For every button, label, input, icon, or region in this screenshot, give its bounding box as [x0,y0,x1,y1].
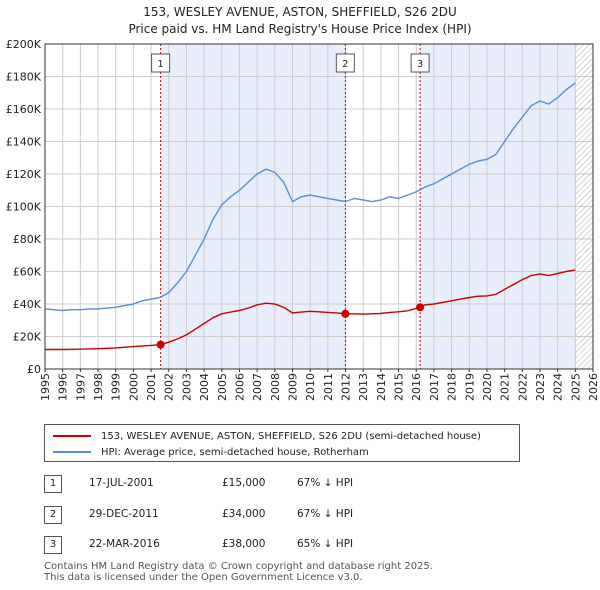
x-tick-label: 2010 [304,373,317,401]
legend-label-hpi: HPI: Average price, semi-detached house,… [101,446,369,458]
x-tick-label: 1997 [74,373,87,401]
y-tick-label: £180K [6,71,42,84]
legend-item-price: 153, WESLEY AVENUE, ASTON, SHEFFIELD, S2… [53,428,481,444]
y-tick-label: £200K [6,38,42,51]
x-tick-label: 2002 [163,373,176,401]
x-tick-label: 2014 [375,373,388,401]
series-line [45,269,576,351]
transaction-number: 2 [44,506,62,524]
transaction-hpi: 67% ↓ HPI [297,508,354,520]
x-tick-label: 2012 [340,373,353,401]
transaction-row: 1 17-JUL-2001 £15,000 67% ↓ HPI [44,475,464,493]
transaction-price: £34,000 [222,508,266,520]
y-tick-label: £140K [6,136,42,149]
sale-marker-box [151,53,171,73]
series-line [44,82,576,312]
x-tick-label: 2011 [322,373,335,401]
x-tick-label: 2023 [534,373,547,401]
sale-marker-box [410,53,430,73]
transaction-date: 29-DEC-2011 [89,508,159,520]
transaction-row: 3 22-MAR-2016 £38,000 65% ↓ HPI [44,536,464,554]
y-tick-label: £60K [13,266,42,279]
x-tick-label: 2022 [516,373,529,401]
x-tick-label: 2001 [145,373,158,401]
sale-point [156,340,165,349]
legend-swatch-price [53,435,91,437]
x-tick-label: 2007 [251,373,264,401]
x-tick-label: 2017 [428,373,441,401]
x-tick-label: 2004 [198,373,211,401]
x-tick-label: 2024 [552,373,565,401]
chart-title: 153, WESLEY AVENUE, ASTON, SHEFFIELD, S2… [143,5,457,19]
x-tick-label: 2025 [569,373,582,401]
y-tick-label: £80K [13,233,42,246]
x-tick-label: 2005 [216,373,229,401]
transaction-row: 2 29-DEC-2011 £34,000 67% ↓ HPI [44,506,464,524]
y-tick-label: £120K [6,168,42,181]
transaction-number: 1 [44,475,62,493]
chart-subtitle: Price paid vs. HM Land Registry's House … [128,22,472,36]
legend-item-hpi: HPI: Average price, semi-detached house,… [53,444,369,460]
x-tick-label: 2021 [499,373,512,401]
x-tick-label: 2008 [269,373,282,401]
sale-point [341,309,350,318]
x-tick-label: 2000 [127,373,140,401]
forecast-hatch [575,44,593,369]
transaction-hpi: 65% ↓ HPI [297,538,354,550]
legend-swatch-hpi [53,451,91,453]
sale-marker-label: 1 [157,59,163,70]
transaction-price: £15,000 [222,477,266,489]
x-tick-label: 2006 [233,373,246,401]
y-tick-label: £0 [27,363,41,376]
y-tick-label: £40K [13,298,42,311]
price-chart: 1 2 3 £0 £20K £40K £60K £80K £100K £120K £140K £16… [6,38,600,401]
x-tick-label: 2015 [393,373,406,401]
x-tick-label: 2026 [587,373,600,401]
x-tick-label: 2013 [357,373,370,401]
x-tick-label: 1996 [57,373,70,401]
x-tick-label: 1995 [39,373,52,401]
sale-marker-label: 3 [417,59,423,70]
x-tick-label: 2018 [446,373,459,401]
footer-license: This data is licensed under the Open Gov… [44,572,363,583]
x-tick-label: 1998 [92,373,105,401]
y-tick-label: £100K [6,201,42,214]
sale-point [416,303,425,312]
x-tick-label: 2020 [481,373,494,401]
plot-frame [44,43,594,370]
transaction-date: 17-JUL-2001 [89,477,154,489]
x-tick-label: 2019 [463,373,476,401]
x-tick-label: 2003 [180,373,193,401]
transaction-hpi: 67% ↓ HPI [297,477,354,489]
legend-label-price: 153, WESLEY AVENUE, ASTON, SHEFFIELD, S2… [101,430,481,442]
sale-marker-box [335,53,355,73]
sale-marker-label: 2 [342,59,348,70]
footer-copyright: Contains HM Land Registry data © Crown c… [44,561,433,572]
transaction-number: 3 [44,536,62,554]
transaction-price: £38,000 [222,538,266,550]
x-tick-label: 1999 [110,373,123,401]
x-tick-label: 2009 [286,373,299,401]
y-tick-label: £160K [6,103,42,116]
x-tick-label: 2016 [410,373,423,401]
transaction-date: 22-MAR-2016 [89,538,160,550]
chart-legend: 153, WESLEY AVENUE, ASTON, SHEFFIELD, S2… [44,424,520,462]
y-tick-label: £20K [13,331,42,344]
